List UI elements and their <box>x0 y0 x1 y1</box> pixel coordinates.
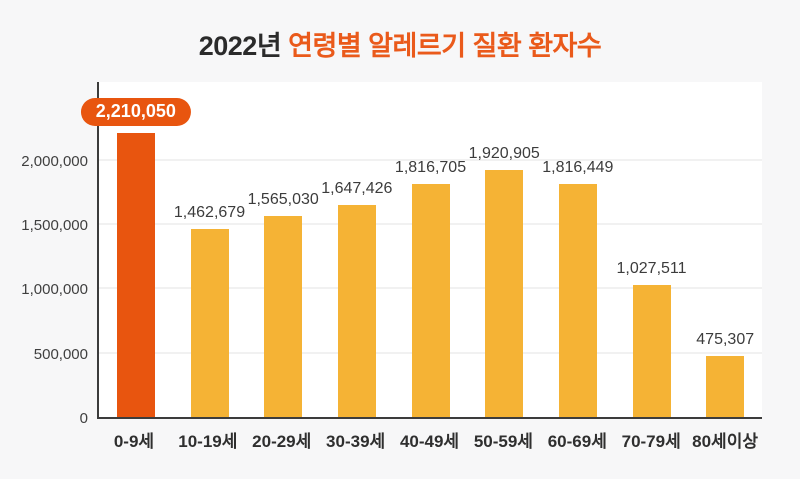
bar-column-60-69세: 1,816,449 <box>541 82 615 417</box>
bar <box>264 216 303 417</box>
x-axis-label: 20-29세 <box>252 432 312 451</box>
bar-column-50-59세: 1,920,905 <box>467 82 541 417</box>
highlight-value-badge: 2,210,050 <box>80 98 191 126</box>
x-axis-label: 40-49세 <box>399 432 460 451</box>
bar-column-40-49세: 1,816,705 <box>394 82 468 417</box>
y-tick-label: 500,000 <box>33 345 88 363</box>
bar-column-30-39세: 1,647,426 <box>320 82 394 417</box>
bar-column-10-19세: 1,462,679 <box>173 82 247 417</box>
bar <box>116 133 155 417</box>
chart-title: 2022년 연령별 알레르기 질환 환자수 <box>0 24 800 63</box>
bar-value-label: 1,027,511 <box>616 260 687 277</box>
bar <box>190 229 229 417</box>
x-axis-category-labels: 0-9세 10-19세 20-29세 30-39세 40-49세 50-59세 60-69세… <box>97 427 762 452</box>
bar <box>632 285 671 417</box>
chart-title-subject: 연령별 알레르기 질환 환자수 <box>288 31 602 61</box>
bar-column-0-9세: 2,210,050 <box>80 82 191 417</box>
x-axis-label: 70-79세 <box>621 432 681 451</box>
bar-value-label: 1,565,030 <box>247 191 319 208</box>
bar-value-label: 1,647,426 <box>321 180 393 197</box>
bar-column-80세이상: 475,307 <box>688 82 762 417</box>
x-axis-label: 0-9세 <box>113 432 155 451</box>
y-axis-tick-labels: 0 500,000 1,000,000 1,500,000 2,000,000 <box>0 82 88 427</box>
bar-value-label: 1,816,705 <box>394 159 467 176</box>
gridline <box>99 158 762 161</box>
y-tick-label: 1,000,000 <box>21 281 88 299</box>
y-tick-label: 1,500,000 <box>21 217 88 235</box>
chart-title-year: 2022년 <box>198 31 289 61</box>
bar <box>706 356 745 417</box>
bar <box>337 205 376 417</box>
bar-value-label: 1,462,679 <box>173 204 246 221</box>
x-axis-label: 60-69세 <box>547 432 607 451</box>
bar-column-20-29세: 1,565,030 <box>246 82 320 417</box>
bar-value-label: 1,920,905 <box>468 145 540 162</box>
plot-area: 2,210,050 1,462,679 1,565,030 1,647,426 1,81… <box>80 82 762 419</box>
bar-series: 2,210,050 1,462,679 1,565,030 1,647,426 1,81… <box>80 82 762 417</box>
bar <box>485 170 524 417</box>
bar-value-label: 1,816,449 <box>542 159 614 176</box>
bar <box>558 184 597 417</box>
bar-value-label: 475,307 <box>696 331 755 348</box>
x-axis-label: 80세이상 <box>692 432 758 451</box>
x-axis-label: 30-39세 <box>326 432 386 451</box>
y-tick-label: 0 <box>79 410 88 427</box>
x-axis-label: 10-19세 <box>178 432 238 451</box>
x-axis-label: 50-59세 <box>473 432 533 451</box>
bar <box>411 184 450 417</box>
y-tick-label: 2,000,000 <box>21 152 88 170</box>
bar-column-70-79세: 1,027,511 <box>615 82 689 417</box>
